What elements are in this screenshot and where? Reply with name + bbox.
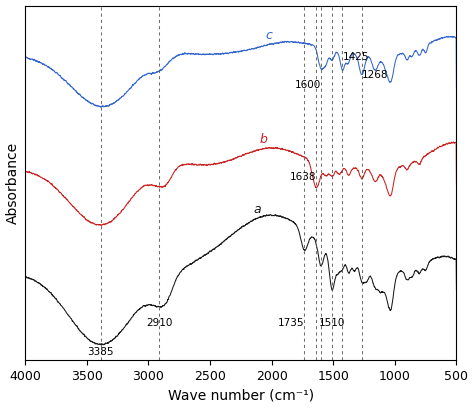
- Text: 1510: 1510: [319, 318, 345, 328]
- Text: 1600: 1600: [295, 80, 321, 90]
- Y-axis label: Absorbance: Absorbance: [6, 142, 19, 224]
- Text: 1638: 1638: [290, 172, 316, 182]
- Text: 3385: 3385: [88, 347, 114, 357]
- Text: b: b: [259, 133, 267, 146]
- Text: 1735: 1735: [278, 318, 304, 328]
- Text: 1425: 1425: [342, 52, 369, 62]
- Text: 2910: 2910: [146, 318, 173, 328]
- Text: a: a: [253, 203, 261, 216]
- Text: 1268: 1268: [362, 70, 388, 80]
- X-axis label: Wave number (cm⁻¹): Wave number (cm⁻¹): [168, 388, 314, 402]
- Text: c: c: [265, 29, 272, 42]
